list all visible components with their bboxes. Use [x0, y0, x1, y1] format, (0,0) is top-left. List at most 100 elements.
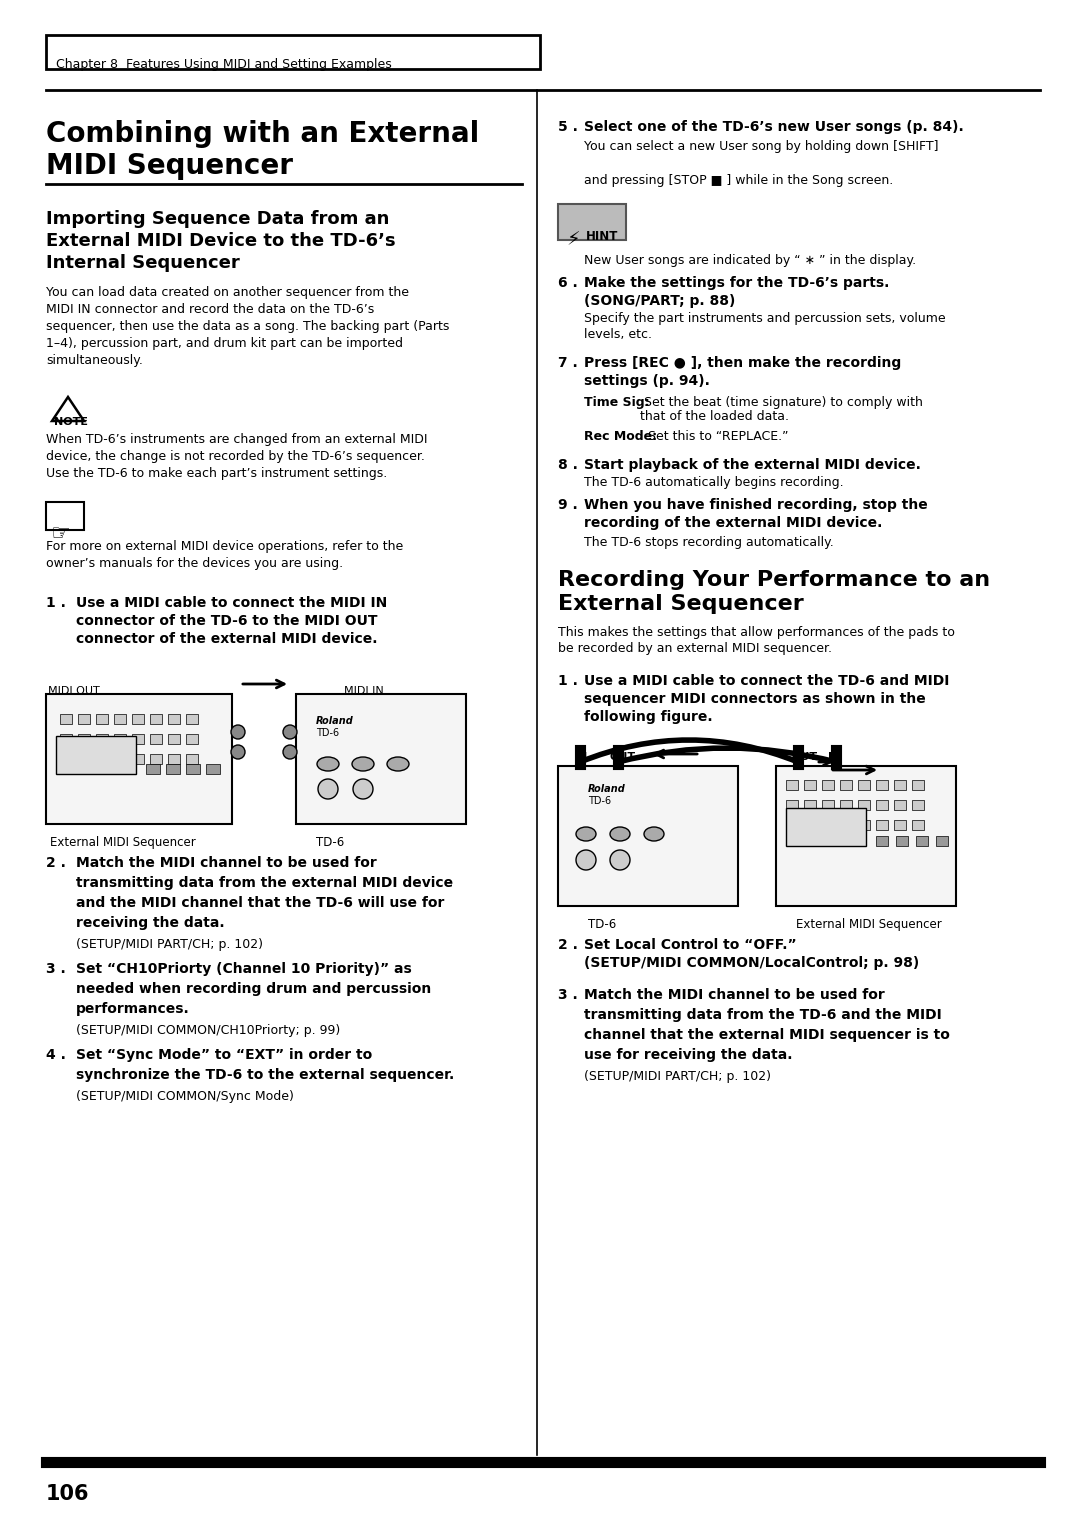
Circle shape — [576, 850, 596, 870]
Bar — [894, 780, 906, 790]
Text: Set “CH10Priorty (Channel 10 Priority)” as: Set “CH10Priorty (Channel 10 Priority)” … — [76, 961, 411, 977]
Text: 7 .: 7 . — [558, 356, 578, 369]
Bar — [186, 765, 200, 774]
Text: Press [REC ● ], then make the recording: Press [REC ● ], then make the recording — [584, 356, 901, 369]
Bar — [60, 714, 72, 723]
Bar — [840, 800, 852, 810]
Bar — [132, 754, 144, 765]
Ellipse shape — [644, 827, 664, 841]
Text: synchronize the TD-6 to the external sequencer.: synchronize the TD-6 to the external seq… — [76, 1068, 455, 1082]
Bar — [168, 734, 180, 745]
Bar — [114, 734, 126, 745]
Text: device, the change is not recorded by the TD-6’s sequencer.: device, the change is not recorded by th… — [46, 450, 424, 462]
Text: recording of the external MIDI device.: recording of the external MIDI device. — [584, 516, 882, 530]
Circle shape — [283, 725, 297, 739]
Bar — [894, 800, 906, 810]
Text: 8 .: 8 . — [558, 458, 578, 472]
Circle shape — [231, 725, 245, 739]
Text: When you have finished recording, stop the: When you have finished recording, stop t… — [584, 497, 928, 513]
Text: Set Local Control to “OFF.”: Set Local Control to “OFF.” — [584, 938, 797, 952]
Text: be recorded by an external MIDI sequencer.: be recorded by an external MIDI sequence… — [558, 642, 832, 655]
Text: settings (p. 94).: settings (p. 94). — [584, 374, 710, 388]
Bar — [822, 800, 834, 810]
Text: Recording Your Performance to an: Recording Your Performance to an — [558, 571, 990, 591]
Bar — [822, 819, 834, 830]
Text: (SETUP/MIDI COMMON/CH10Priorty; p. 99): (SETUP/MIDI COMMON/CH10Priorty; p. 99) — [76, 1024, 340, 1038]
Bar — [186, 714, 198, 723]
Bar — [840, 819, 852, 830]
Text: Rec Mode:: Rec Mode: — [584, 430, 657, 443]
Text: 1 .: 1 . — [46, 597, 66, 610]
Text: Use the TD-6 to make each part’s instrument settings.: Use the TD-6 to make each part’s instrum… — [46, 467, 388, 481]
Bar — [114, 754, 126, 765]
Bar — [894, 819, 906, 830]
Bar — [132, 714, 144, 723]
Bar — [786, 807, 866, 845]
Text: This makes the settings that allow performances of the pads to: This makes the settings that allow perfo… — [558, 626, 955, 639]
Text: You can select a new User song by holding down [SHIFT]: You can select a new User song by holdin… — [584, 140, 939, 153]
Bar — [876, 800, 888, 810]
Text: Roland: Roland — [588, 784, 625, 794]
Text: OUT: OUT — [792, 752, 819, 761]
Bar — [786, 800, 798, 810]
Text: sequencer, then use the data as a song. The backing part (Parts: sequencer, then use the data as a song. … — [46, 320, 449, 333]
Bar — [96, 714, 108, 723]
Bar — [96, 754, 108, 765]
Circle shape — [318, 778, 338, 800]
Bar — [876, 819, 888, 830]
Text: IN: IN — [573, 752, 588, 761]
Circle shape — [353, 778, 373, 800]
Bar — [150, 734, 162, 745]
Bar — [132, 734, 144, 745]
Text: Time Sig:: Time Sig: — [584, 397, 650, 409]
Text: NOTE: NOTE — [54, 417, 87, 427]
Bar — [186, 734, 198, 745]
Text: TD-6: TD-6 — [588, 919, 617, 931]
Text: ⚡: ⚡ — [566, 230, 580, 249]
Bar — [558, 766, 738, 906]
Text: simultaneously.: simultaneously. — [46, 354, 143, 366]
Text: MIDI IN: MIDI IN — [345, 687, 383, 696]
Text: transmitting data from the external MIDI device: transmitting data from the external MIDI… — [76, 876, 454, 890]
Circle shape — [610, 850, 630, 870]
Text: Combining with an External: Combining with an External — [46, 121, 480, 148]
Text: 2 .: 2 . — [46, 856, 66, 870]
Text: Match the MIDI channel to be used for: Match the MIDI channel to be used for — [76, 856, 377, 870]
Bar — [916, 836, 928, 845]
Text: TD-6: TD-6 — [588, 797, 611, 806]
Text: following figure.: following figure. — [584, 710, 713, 723]
Text: Set “Sync Mode” to “EXT” in order to: Set “Sync Mode” to “EXT” in order to — [76, 1048, 373, 1062]
Text: MIDI IN connector and record the data on the TD-6’s: MIDI IN connector and record the data on… — [46, 304, 375, 316]
Text: The TD-6 automatically begins recording.: The TD-6 automatically begins recording. — [584, 476, 843, 488]
Circle shape — [283, 745, 297, 758]
Text: External MIDI Device to the TD-6’s: External MIDI Device to the TD-6’s — [46, 232, 395, 250]
Text: Set the beat (time signature) to comply with: Set the beat (time signature) to comply … — [640, 397, 923, 409]
Text: For more on external MIDI device operations, refer to the: For more on external MIDI device operati… — [46, 540, 403, 552]
Text: 3 .: 3 . — [46, 961, 66, 977]
Text: (SETUP/MIDI PART/CH; p. 102): (SETUP/MIDI PART/CH; p. 102) — [584, 1070, 771, 1083]
Text: needed when recording drum and percussion: needed when recording drum and percussio… — [76, 983, 431, 996]
Ellipse shape — [610, 827, 630, 841]
Bar — [804, 800, 816, 810]
Text: connector of the external MIDI device.: connector of the external MIDI device. — [76, 632, 378, 645]
Text: Select one of the TD-6’s new User songs (p. 84).: Select one of the TD-6’s new User songs … — [584, 121, 963, 134]
Text: Chapter 8  Features Using MIDI and Setting Examples: Chapter 8 Features Using MIDI and Settin… — [56, 58, 392, 72]
Bar — [60, 754, 72, 765]
Bar — [168, 714, 180, 723]
Bar — [858, 780, 870, 790]
Text: receiving the data.: receiving the data. — [76, 916, 225, 929]
Bar — [936, 836, 948, 845]
Bar — [146, 765, 160, 774]
Bar — [150, 714, 162, 723]
Text: 5 .: 5 . — [558, 121, 578, 134]
Text: connector of the TD-6 to the MIDI OUT: connector of the TD-6 to the MIDI OUT — [76, 613, 378, 629]
Bar — [876, 836, 888, 845]
Bar — [912, 800, 924, 810]
Text: Make the settings for the TD-6’s parts.: Make the settings for the TD-6’s parts. — [584, 276, 889, 290]
Text: transmitting data from the TD-6 and the MIDI: transmitting data from the TD-6 and the … — [584, 1009, 942, 1022]
Bar — [56, 736, 136, 774]
Bar — [804, 819, 816, 830]
Bar — [858, 800, 870, 810]
Bar — [822, 780, 834, 790]
Text: owner’s manuals for the devices you are using.: owner’s manuals for the devices you are … — [46, 557, 343, 571]
